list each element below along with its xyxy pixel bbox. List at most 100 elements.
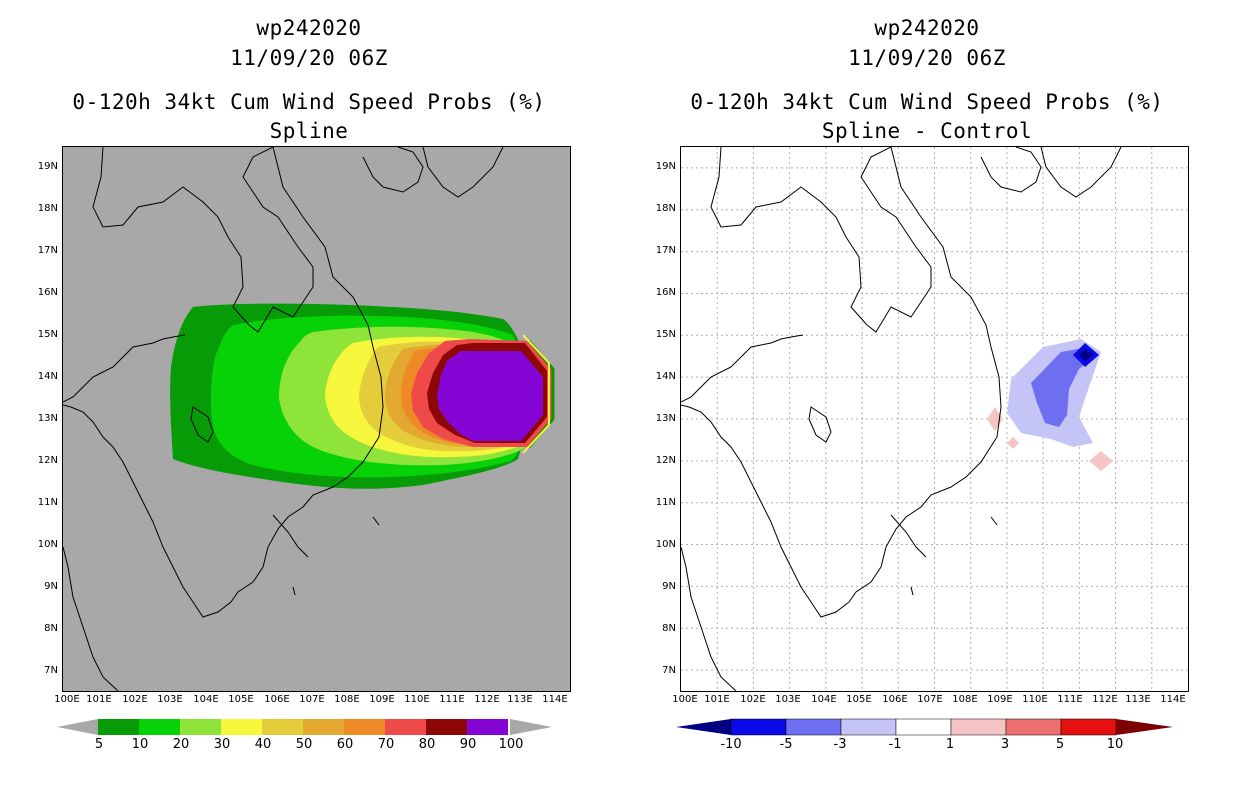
colorbar-label: -1 [888, 737, 902, 752]
lon-label: 114E [542, 694, 568, 705]
right-panel: wp242020 11/09/20 06Z 0-120h 34kt Cum Wi… [618, 0, 1236, 800]
colorbar-label: -3 [833, 737, 847, 752]
colorbar-label: 10 [1106, 737, 1124, 752]
colorbar-swatch [303, 719, 344, 735]
lon-label: 104E [811, 694, 837, 705]
colorbar-swatch [385, 719, 426, 735]
colorbar-swatch [344, 719, 385, 735]
lat-label: 7N [44, 665, 58, 676]
colorbar-label: 60 [336, 737, 354, 752]
right-title-method: Spline - Control [821, 119, 1033, 143]
diff-pos-2 [1007, 437, 1019, 449]
colorbar-label: 5 [94, 737, 104, 752]
lat-label: 15N [37, 329, 58, 340]
colorbar-label: 70 [377, 737, 395, 752]
lon-label: 107E [299, 694, 325, 705]
colorbar-swatch [730, 718, 787, 736]
lat-label: 19N [37, 161, 58, 172]
colorbar-swatch [950, 718, 1007, 736]
lon-label: 110E [1022, 694, 1048, 705]
lat-label: 17N [655, 245, 676, 256]
diff-band-below-neg10 [1079, 349, 1093, 361]
right-map-svg [681, 147, 1188, 691]
left-map-svg [63, 147, 555, 691]
lon-label: 112E [474, 694, 500, 705]
lon-label: 103E [775, 694, 801, 705]
colorbar-swatch [785, 718, 842, 736]
colorbar-label: 100 [498, 737, 524, 752]
lat-label: 16N [655, 287, 676, 298]
colorbar-low-arrow [57, 719, 98, 735]
left-title-datetime: 11/09/20 06Z [230, 46, 388, 70]
lat-label: 12N [655, 455, 676, 466]
left-title-product: 0-120h 34kt Cum Wind Speed Probs (%) [72, 90, 546, 114]
lon-label: 111E [439, 694, 465, 705]
lon-label: 106E [264, 694, 290, 705]
lon-label: 113E [507, 694, 533, 705]
right-difference-map [680, 146, 1189, 692]
right-title-storm-id: wp242020 [874, 16, 980, 40]
colorbar-label: 5 [1055, 737, 1065, 752]
left-title-method: Spline [269, 119, 349, 143]
lon-label: 107E [917, 694, 943, 705]
lat-label: 9N [662, 581, 676, 592]
lon-label: 109E [987, 694, 1013, 705]
colorbar-label: 1 [945, 737, 955, 752]
lat-label: 10N [37, 539, 58, 550]
lon-label: 101E [704, 694, 730, 705]
lat-label: 10N [655, 539, 676, 550]
lat-label: 18N [655, 203, 676, 214]
lon-label: 110E [404, 694, 430, 705]
diff-pos-3 [1089, 451, 1113, 471]
colorbar-label: 40 [254, 737, 272, 752]
colorbar-label: -5 [779, 737, 793, 752]
lat-label: 9N [44, 581, 58, 592]
colorbar-high-arrow [1116, 719, 1173, 735]
right-colorbar [676, 718, 1173, 736]
lon-label: 101E [86, 694, 112, 705]
lon-label: 100E [54, 694, 80, 705]
colorbar-label: 80 [418, 737, 436, 752]
lon-label: 108E [952, 694, 978, 705]
colorbar-swatch [895, 718, 952, 736]
lat-label: 7N [662, 665, 676, 676]
lon-label: 112E [1092, 694, 1118, 705]
colorbar-swatch [98, 719, 139, 735]
colorbar-label: 30 [213, 737, 231, 752]
lat-label: 11N [37, 497, 58, 508]
lon-label: 114E [1160, 694, 1186, 705]
lat-label: 12N [37, 455, 58, 466]
lat-label: 17N [37, 245, 58, 256]
colorbar-swatch [180, 719, 221, 735]
left-title-storm-id: wp242020 [256, 16, 362, 40]
colorbar-swatch [139, 719, 180, 735]
lat-label: 8N [662, 623, 676, 634]
lon-label: 105E [846, 694, 872, 705]
colorbar-swatch [1060, 718, 1117, 736]
prob-edge-yellow [522, 334, 550, 454]
lat-label: 16N [37, 287, 58, 298]
colorbar-swatch [262, 719, 303, 735]
lat-label: 15N [655, 329, 676, 340]
lon-label: 108E [334, 694, 360, 705]
colorbar-label: 50 [295, 737, 313, 752]
left-panel: wp242020 11/09/20 06Z 0-120h 34kt Cum Wi… [37, 16, 571, 752]
lat-label: 19N [655, 161, 676, 172]
coastline [681, 147, 1122, 691]
colorbar-swatch [1005, 718, 1062, 736]
lon-label: 109E [369, 694, 395, 705]
colorbar-swatch [221, 719, 262, 735]
prob-band-100 [445, 357, 539, 437]
lon-label: 105E [228, 694, 254, 705]
lon-label: 111E [1057, 694, 1083, 705]
colorbar-low-arrow [676, 719, 731, 735]
colorbar-swatch [467, 719, 508, 735]
lon-label: 100E [672, 694, 698, 705]
colorbar-swatch [426, 719, 467, 735]
lon-label: 103E [157, 694, 183, 705]
lon-label: 102E [740, 694, 766, 705]
coastline [63, 147, 504, 691]
colorbar-label: 90 [459, 737, 477, 752]
colorbar-label: -10 [720, 737, 742, 752]
lon-label: 113E [1125, 694, 1151, 705]
